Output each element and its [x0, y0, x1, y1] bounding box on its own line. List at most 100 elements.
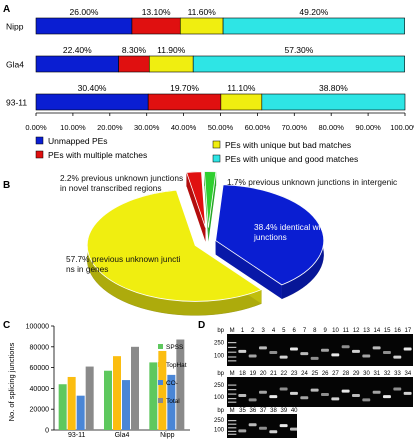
- lane-label: 4: [272, 328, 276, 334]
- y-tick-label: 100000: [26, 324, 49, 331]
- slice-label: 38.4% identical with known: [254, 222, 354, 232]
- bar: [149, 362, 158, 430]
- lane-label: 16: [394, 328, 401, 334]
- lane-label: 29: [353, 371, 360, 377]
- y-tick-label: 40000: [30, 386, 50, 393]
- lane-label: 30: [363, 371, 370, 377]
- sample-band: [238, 394, 247, 398]
- legend-label: Total: [166, 398, 180, 405]
- panel-a-label: A: [3, 4, 10, 15]
- bar: [85, 366, 94, 430]
- data-label: 57.30%: [284, 45, 313, 55]
- sample-band: [259, 390, 267, 394]
- y-axis-label: No. of splicing junctions: [7, 342, 16, 421]
- x-tick-label: Nipp: [160, 432, 175, 439]
- bar-segment: [35, 93, 149, 111]
- sample-band: [362, 354, 371, 358]
- bar: [122, 380, 130, 430]
- legend-label: CO-: [166, 380, 178, 387]
- y-tick-label: 60000: [30, 365, 50, 372]
- bar-segment: [35, 17, 133, 35]
- lane-label: 21: [270, 371, 277, 377]
- lane-label: M: [230, 328, 235, 334]
- data-label: 30.40%: [78, 83, 107, 93]
- bar: [113, 356, 121, 430]
- lane-label: 3: [261, 328, 265, 334]
- lane-label: 25: [311, 371, 318, 377]
- bar: [176, 339, 185, 430]
- panel-a-x-axis: 0.00% 10.00% 20.00% 30.00% 40.00% 50.00% 60.00…: [25, 112, 414, 132]
- sample-band: [269, 351, 278, 355]
- sample-band: [331, 397, 340, 401]
- sample-band: [279, 424, 288, 428]
- data-label: 22.40%: [63, 45, 92, 55]
- panel-d-label: D: [198, 320, 205, 331]
- slice-label: ns in genes: [66, 264, 108, 274]
- bar-segment: [118, 55, 150, 73]
- lane-label: 39: [280, 408, 287, 414]
- sample-band: [352, 394, 360, 398]
- x-tick-label: 93-11: [68, 432, 85, 439]
- gel-image: [227, 334, 413, 366]
- x-tick-label: 70.00%: [282, 123, 308, 132]
- bar-segment: [147, 93, 222, 111]
- pie-slice: [86, 189, 263, 302]
- lane-label: 19: [249, 371, 256, 377]
- sample-band: [372, 390, 381, 394]
- lane-label: 23: [291, 371, 298, 377]
- sample-band: [290, 391, 298, 395]
- panel-c-label: C: [3, 320, 10, 331]
- size-label: 250: [214, 341, 225, 347]
- gel-image: [227, 377, 413, 407]
- size-label: 250: [214, 418, 225, 424]
- pie-slice: [186, 171, 206, 228]
- lane-label: 7: [303, 328, 307, 334]
- sample-band: [238, 349, 247, 353]
- legend-label: SPSS: [166, 344, 184, 351]
- lane-label: 6: [292, 328, 296, 334]
- marker-band: [228, 393, 237, 395]
- legend-swatch: [158, 362, 163, 367]
- bar: [58, 384, 67, 430]
- lane-label: 2: [251, 328, 255, 334]
- y-tick-label: 20000: [30, 407, 50, 414]
- lane-label: 37: [260, 408, 267, 414]
- bar-segment: [261, 93, 406, 111]
- sample-band: [269, 395, 278, 399]
- lane-label: M: [230, 408, 235, 414]
- legend-swatch: [212, 140, 221, 149]
- bar: [104, 370, 112, 430]
- marker-band: [228, 430, 237, 432]
- bp-label: bp: [217, 328, 224, 334]
- sample-band: [393, 355, 402, 359]
- lane-label: 33: [394, 371, 401, 377]
- size-label: 100: [214, 353, 225, 359]
- sample-band: [341, 345, 350, 349]
- sample-band: [321, 348, 329, 352]
- slice-label: 57.7% previous unknown juncti: [66, 254, 181, 264]
- marker-band: [228, 384, 237, 386]
- lane-label: 8: [313, 328, 317, 334]
- lane-label: M: [230, 371, 235, 377]
- legend-swatch: [158, 344, 163, 349]
- lane-label: 1: [241, 328, 245, 334]
- sample-band: [331, 353, 340, 357]
- x-tick-label: 20.00%: [97, 123, 123, 132]
- bp-label: bp: [217, 408, 224, 414]
- lane-label: 11: [343, 328, 350, 334]
- sample-band: [310, 388, 319, 392]
- data-label: 11.10%: [227, 83, 256, 93]
- sample-band: [269, 430, 278, 434]
- lane-label: 10: [332, 328, 339, 334]
- marker-band: [228, 389, 237, 391]
- marker-band: [228, 420, 237, 422]
- x-tick-label: 80.00%: [318, 123, 344, 132]
- lane-label: 31: [373, 371, 380, 377]
- sample-band: [290, 347, 298, 351]
- panel-a-legend: Unmapped PEs PEs with multiple matches PEs…: [35, 136, 358, 164]
- bar: [76, 395, 85, 430]
- lane-label: 14: [373, 328, 380, 334]
- lane-label: 15: [384, 328, 391, 334]
